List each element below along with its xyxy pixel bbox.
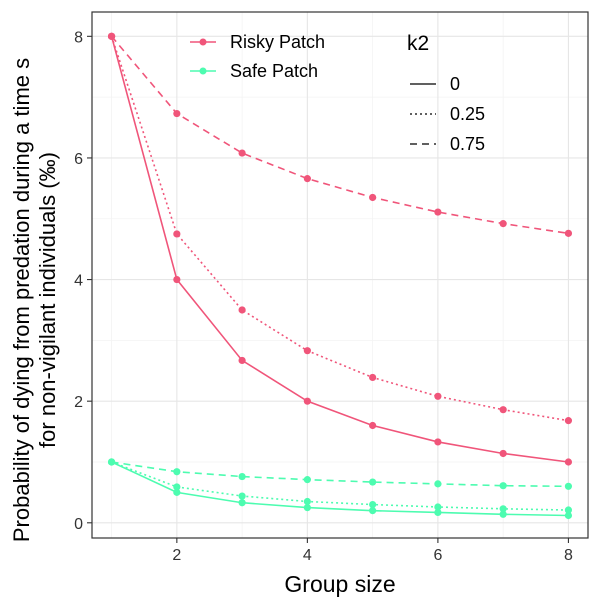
y-tick-label: 2 xyxy=(74,394,83,411)
legend-k2-0-label: 0 xyxy=(450,74,460,94)
legend-k2-025-label: 0.25 xyxy=(450,104,485,124)
data-point xyxy=(238,306,246,314)
data-point xyxy=(107,32,116,40)
data-point xyxy=(238,492,246,500)
data-point xyxy=(173,109,181,118)
series-line-0 xyxy=(110,36,569,463)
data-point xyxy=(173,230,181,238)
data-point xyxy=(434,503,442,511)
x-tick-label: 8 xyxy=(564,547,573,564)
x-axis-title: Group size xyxy=(284,571,395,597)
series-line-5 xyxy=(111,461,569,488)
series-line-1 xyxy=(110,36,569,422)
x-axis-ticks: 2 4 6 8 xyxy=(172,538,573,564)
data-point xyxy=(238,356,246,365)
data-point xyxy=(499,220,507,228)
legend-risky-label: Risky Patch xyxy=(230,32,325,52)
data-point xyxy=(303,347,311,355)
data-point xyxy=(238,149,246,157)
data-point xyxy=(499,505,507,513)
data-point xyxy=(434,508,442,517)
data-point xyxy=(564,458,573,466)
series-points xyxy=(107,32,573,520)
data-point xyxy=(303,175,311,183)
legend-safe-label: Safe Patch xyxy=(230,61,318,81)
grid xyxy=(92,12,588,538)
data-point xyxy=(499,449,507,458)
data-point xyxy=(303,397,311,405)
data-point xyxy=(173,483,181,491)
data-point xyxy=(369,193,377,202)
y-tick-label: 4 xyxy=(74,273,83,290)
data-point xyxy=(303,497,311,506)
data-point xyxy=(434,208,442,216)
data-point xyxy=(499,510,507,518)
series-line-3 xyxy=(111,461,569,517)
data-point xyxy=(369,500,377,509)
data-point xyxy=(564,506,573,514)
data-point xyxy=(499,406,507,414)
plot-border xyxy=(91,11,589,539)
y-axis-ticks: 0 2 4 6 8 xyxy=(74,29,92,533)
data-point xyxy=(107,458,116,466)
y-tick-label: 8 xyxy=(74,29,83,46)
y-tick-label: 0 xyxy=(74,516,83,533)
y-axis-title-line-1: Probability of dying from predation duri… xyxy=(9,58,34,542)
data-point xyxy=(173,468,181,476)
legend-safe-point xyxy=(199,67,207,75)
data-point xyxy=(238,472,246,481)
y-axis-title-line-2: for non-vigilant individuals (‰) xyxy=(35,152,60,448)
data-point xyxy=(564,482,573,490)
series-line-2 xyxy=(110,35,569,235)
x-tick-label: 2 xyxy=(172,547,181,564)
plot-background xyxy=(92,12,588,538)
series-lines xyxy=(110,35,569,517)
data-point xyxy=(369,507,377,515)
data-point xyxy=(173,275,181,284)
data-point xyxy=(303,476,311,484)
data-point xyxy=(173,488,181,496)
color-legend: Risky Patch Safe Patch xyxy=(190,32,325,81)
series-line-4 xyxy=(111,461,569,511)
data-point xyxy=(369,478,377,486)
data-point xyxy=(369,373,377,382)
data-point xyxy=(499,482,507,490)
data-point xyxy=(434,438,442,446)
data-point xyxy=(564,511,573,520)
data-point xyxy=(434,480,442,488)
x-tick-label: 6 xyxy=(433,547,442,564)
data-point xyxy=(369,421,377,430)
legend-k2-075-label: 0.75 xyxy=(450,134,485,154)
legend-k2-title: k2 xyxy=(407,32,429,55)
y-tick-label: 6 xyxy=(74,151,83,168)
data-point xyxy=(303,504,311,512)
data-point xyxy=(564,417,573,425)
legend-risky-point xyxy=(199,38,207,46)
x-tick-label: 4 xyxy=(303,547,312,564)
data-point xyxy=(564,229,573,237)
data-point xyxy=(238,499,246,507)
data-point xyxy=(434,392,442,400)
linetype-legend: k2 0 0.25 0.75 xyxy=(407,32,485,154)
